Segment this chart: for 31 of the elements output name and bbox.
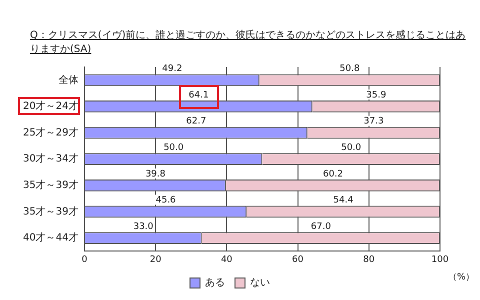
x-tick-label: 80 [363, 254, 375, 265]
data-label: 54.4 [333, 196, 354, 206]
y-tick-label: 30才～34才 [22, 152, 78, 165]
x-tick-label: 40 [220, 254, 233, 265]
y-tick-label: 35才～39才 [22, 205, 78, 218]
y-tick-label: 20才～24才 [22, 100, 78, 112]
data-label: 67.0 [310, 222, 332, 232]
data-label: 33.0 [133, 222, 154, 232]
data-label: 62.7 [186, 116, 206, 127]
x-tick-label: 100 [431, 254, 449, 265]
y-tick-label: 全体 [58, 74, 78, 86]
data-label: 35.9 [366, 90, 386, 100]
y-tick-label: 25才～29才 [22, 126, 78, 138]
x-tick-label: 0 [82, 254, 88, 265]
data-label: 39.8 [145, 169, 166, 180]
data-label: 45.6 [156, 196, 176, 206]
data-label: 64.1 [188, 90, 209, 100]
data-label: 50.0 [341, 143, 362, 154]
data-label: 50.0 [164, 143, 184, 154]
y-tick-label: 40才～44才 [22, 232, 78, 244]
y-tick-label: 35才～39才 [22, 179, 78, 192]
data-label: 50.8 [340, 64, 360, 74]
x-tick-label: 60 [292, 254, 304, 265]
data-label: 49.2 [162, 64, 182, 74]
data-label: 37.3 [364, 116, 384, 127]
data-label: 60.2 [322, 169, 344, 180]
legend-label: ない [250, 278, 270, 289]
chart-title: Q：クリスマス(イヴ)前に、誰と過ごすのか、彼氏はできるのかなどのストレスを感じることはありますか(SA) [30, 28, 467, 56]
legend-label: ある [205, 278, 225, 289]
x-axis-title: （%） [448, 272, 475, 282]
x-tick-label: 20 [150, 254, 162, 265]
